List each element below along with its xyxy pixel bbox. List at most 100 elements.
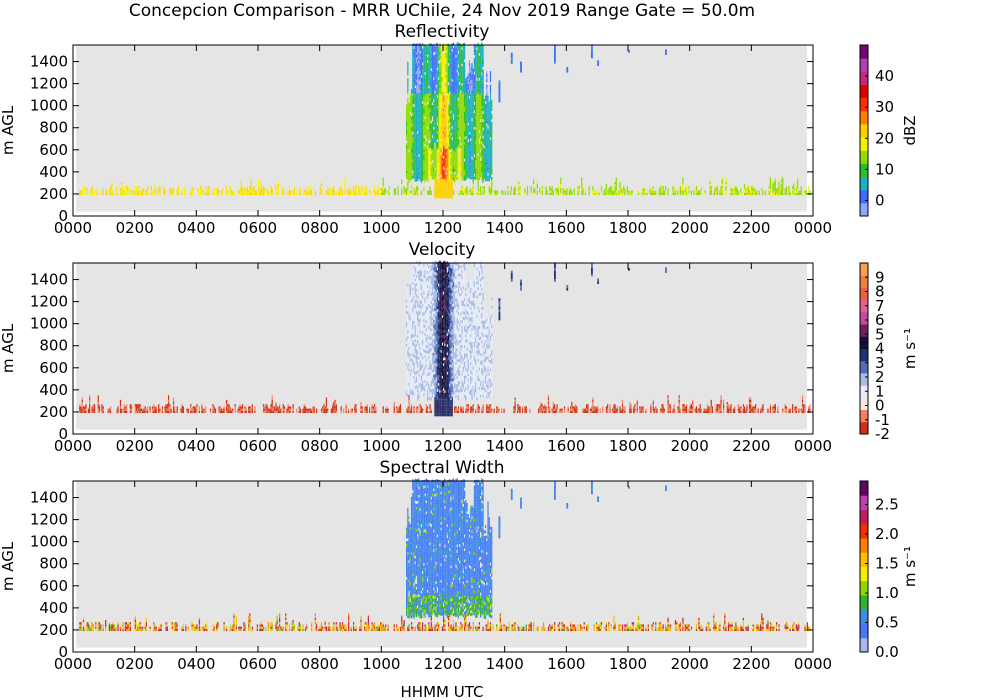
heatmap-cell bbox=[423, 141, 425, 145]
heatmap-cell bbox=[420, 80, 423, 84]
heatmap-cell bbox=[195, 410, 197, 414]
heatmap-cell bbox=[439, 148, 441, 152]
heatmap-cell bbox=[491, 141, 493, 145]
heatmap-cell bbox=[424, 66, 426, 70]
heatmap-cell bbox=[498, 80, 501, 84]
heatmap-cell bbox=[751, 186, 753, 189]
heatmap-cell bbox=[138, 404, 140, 407]
heatmap-cell bbox=[84, 190, 86, 193]
heatmap-cell bbox=[413, 79, 415, 83]
heatmap-cell bbox=[435, 92, 437, 96]
heatmap-cell bbox=[482, 138, 484, 142]
heatmap-cell bbox=[428, 102, 430, 106]
heatmap-cell bbox=[277, 408, 279, 411]
heatmap-cell bbox=[454, 135, 456, 139]
heatmap-cell bbox=[470, 116, 472, 119]
heatmap-cell bbox=[476, 146, 478, 150]
heatmap-cell bbox=[126, 188, 128, 191]
heatmap-cell bbox=[482, 163, 484, 167]
heatmap-cell bbox=[472, 159, 474, 163]
heatmap-cell bbox=[325, 190, 328, 193]
heatmap-cell bbox=[751, 188, 753, 191]
heatmap-cell bbox=[440, 80, 442, 84]
heatmap-cell bbox=[422, 128, 424, 132]
heatmap-cell bbox=[465, 161, 467, 164]
heatmap-cell bbox=[481, 78, 483, 81]
heatmap-cell bbox=[486, 145, 488, 149]
heatmap-cell bbox=[433, 102, 435, 105]
heatmap-cell bbox=[467, 103, 469, 107]
heatmap-cell bbox=[482, 61, 484, 65]
heatmap-cell bbox=[450, 121, 452, 125]
heatmap-cell bbox=[424, 157, 426, 161]
heatmap-cell bbox=[471, 151, 473, 155]
heatmap-cell bbox=[441, 119, 443, 123]
heatmap-cell bbox=[457, 114, 460, 117]
heatmap-cell bbox=[450, 174, 452, 177]
heatmap-cell bbox=[262, 404, 265, 407]
heatmap-cell bbox=[214, 410, 217, 414]
heatmap-cell bbox=[276, 410, 278, 414]
heatmap-cell bbox=[611, 192, 614, 196]
heatmap-cell bbox=[477, 179, 479, 182]
heatmap-cell bbox=[488, 186, 490, 189]
heatmap-cell bbox=[475, 116, 477, 119]
heatmap-cell bbox=[429, 158, 431, 162]
heatmap-cell bbox=[228, 408, 230, 411]
heatmap-cell bbox=[484, 123, 487, 126]
heatmap-cell bbox=[460, 178, 462, 182]
heatmap-cell bbox=[424, 124, 426, 128]
heatmap-cell bbox=[462, 164, 464, 168]
heatmap-cell bbox=[339, 190, 341, 193]
heatmap-cell bbox=[478, 174, 480, 178]
heatmap-cell bbox=[443, 67, 445, 71]
heatmap-cell bbox=[80, 408, 82, 411]
heatmap-cell bbox=[486, 95, 488, 99]
heatmap-cell bbox=[470, 160, 472, 164]
heatmap-cell bbox=[655, 192, 657, 196]
heatmap-cell bbox=[423, 108, 425, 112]
heatmap-cell bbox=[482, 99, 484, 103]
heatmap-cell bbox=[158, 408, 160, 411]
heatmap-cell bbox=[434, 79, 436, 83]
heatmap-cell bbox=[150, 190, 152, 193]
heatmap-cell bbox=[382, 181, 384, 185]
heatmap-cell bbox=[452, 166, 455, 170]
heatmap-cell bbox=[454, 69, 456, 73]
heatmap-cell bbox=[482, 75, 484, 78]
heatmap-cell bbox=[445, 166, 447, 169]
heatmap-cell bbox=[480, 192, 482, 196]
heatmap-cell bbox=[447, 46, 450, 50]
heatmap-cell bbox=[159, 410, 161, 414]
heatmap-cell bbox=[768, 190, 770, 193]
heatmap-cell bbox=[92, 406, 94, 409]
heatmap-cell bbox=[456, 97, 458, 101]
heatmap-cell bbox=[253, 186, 255, 189]
heatmap-cell bbox=[333, 186, 335, 189]
heatmap-cell bbox=[418, 54, 420, 58]
heatmap-cell bbox=[465, 92, 467, 95]
heatmap-cell bbox=[470, 99, 472, 103]
heatmap-cell bbox=[466, 145, 468, 149]
heatmap-cell bbox=[433, 93, 435, 97]
heatmap-cell bbox=[424, 69, 426, 73]
heatmap-cell bbox=[230, 408, 233, 411]
heatmap-cell bbox=[444, 66, 446, 69]
heatmap-cell bbox=[566, 190, 568, 193]
heatmap-cell bbox=[752, 188, 754, 191]
heatmap-cell bbox=[467, 73, 469, 76]
heatmap-cell bbox=[477, 158, 479, 162]
heatmap-cell bbox=[428, 77, 430, 81]
heatmap-cell bbox=[232, 190, 234, 193]
heatmap-cell bbox=[434, 190, 436, 193]
heatmap-cell bbox=[456, 83, 458, 87]
heatmap-cell bbox=[417, 145, 419, 148]
heatmap-cell bbox=[410, 130, 413, 134]
heatmap-cell bbox=[482, 168, 484, 172]
heatmap-cell bbox=[478, 97, 480, 100]
heatmap-cell bbox=[414, 179, 416, 182]
heatmap-cell bbox=[467, 108, 469, 112]
heatmap-cell bbox=[755, 192, 757, 196]
heatmap-cell bbox=[774, 192, 776, 196]
heatmap-cell bbox=[438, 129, 440, 133]
